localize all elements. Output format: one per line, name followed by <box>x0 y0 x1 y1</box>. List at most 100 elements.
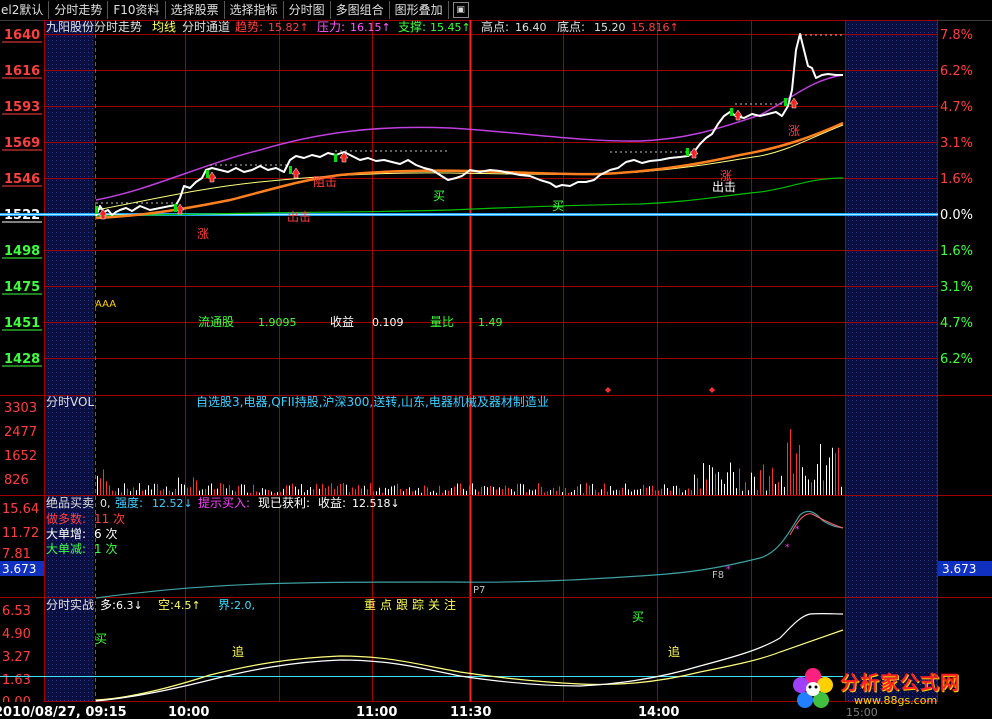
channel-lower-line <box>95 177 844 217</box>
price-tick: 1451 <box>4 316 40 331</box>
time-tick-1400: 14:00 <box>638 705 679 719</box>
fight-header: 分时实战 多: 6.3↓ 空: 4.5↑ 界: 2.0, 重点跟踪关注 买 买 … <box>46 597 680 659</box>
strength-value: 12.52↓ <box>152 497 193 510</box>
bs-eps-value: 12.518↓ <box>352 497 400 510</box>
time-axis-bg <box>0 702 992 719</box>
select-stock-button[interactable]: 选择股票 <box>166 1 225 19</box>
big-sub-value: 1 次 <box>94 542 117 556</box>
low-value: 15.20 <box>594 21 626 34</box>
bs-title: 绝品买卖 <box>46 495 94 510</box>
event-markers <box>605 387 715 393</box>
vol-tick: 2477 <box>4 425 37 440</box>
time-tick-1100: 11:00 <box>356 705 397 719</box>
resist-value: 16.15↑ <box>350 21 391 34</box>
price-tick: 1428 <box>4 352 40 367</box>
exit-signal-2: 出击 <box>712 180 736 194</box>
up-arrow-icon <box>98 208 108 220</box>
price-tick: 1593 <box>4 100 40 115</box>
strength-label: 强度: <box>115 495 143 510</box>
short-label: 空: <box>158 598 174 612</box>
flower-logo-icon <box>793 668 833 708</box>
exit-signal: 出击 <box>287 210 311 224</box>
stock-info: 流通股 1.9095 收益 0.109 量比 1.49 <box>198 315 503 329</box>
long-value: 6.3↓ <box>116 599 143 612</box>
sector-list: 自选股3,电器,QFII持股,沪深300,送转,山东,电器机械及器材制造业 <box>196 394 549 409</box>
mark-f8: F8 <box>712 570 724 581</box>
overlay-button[interactable]: 图形叠加 <box>390 1 449 19</box>
up-arrow-icon <box>207 171 217 183</box>
resist-label: 压力: <box>317 20 345 34</box>
screenshot-icon[interactable]: ▣ <box>452 2 469 18</box>
rise-signal: 涨 <box>197 226 209 241</box>
fight-buy-signal: 买 <box>95 632 107 646</box>
last-value: 15.816↑ <box>631 21 679 34</box>
current-value-right: 3.673 <box>942 562 976 576</box>
bs-axis: 15.64 11.72 7.81 <box>2 502 39 562</box>
big-sub-label: 大单减: <box>46 542 86 556</box>
support-label: 支撑: <box>398 20 426 34</box>
short-value: 4.5↑ <box>174 599 201 612</box>
up-arrow-icon <box>175 203 185 215</box>
percent-tick: 7.8% <box>940 28 973 43</box>
trend-label: 趋势: <box>235 20 263 34</box>
bs-header: 绝品买卖 0, 强度: 12.52↓ 提示买入: 现已获利: 收益: 12.51… <box>46 495 400 556</box>
time-axis: 2010/08/27, 09:15 10:00 11:00 11:30 14:0… <box>0 705 878 719</box>
buy-signal-2: 买 <box>552 199 564 213</box>
vol-tick: 826 <box>4 473 29 488</box>
stock-name: 九阳股份分时走势 <box>46 20 142 34</box>
bound-label: 界: <box>218 598 234 612</box>
block-signal: 阻击 <box>313 175 337 189</box>
signal-labels: 涨 出击 阻击 买 买 出击 涨 涨 AAA <box>95 123 800 310</box>
up-arrow-icon <box>339 151 349 163</box>
rise-signal-3: 涨 <box>788 123 800 138</box>
time-tick-1130: 11:30 <box>450 705 491 719</box>
time-tick-1500: 15:00 <box>846 706 878 719</box>
intraday-trend-button[interactable]: 分时走势 <box>49 1 109 19</box>
fight-tick: 4.90 <box>2 627 31 642</box>
up-arrow-icon <box>689 147 699 159</box>
watermark-logo: 分析家公式网 www.88gs.com <box>790 664 990 716</box>
percent-tick: 3.1% <box>940 280 973 295</box>
eps-label: 收益 <box>330 315 354 329</box>
percent-tick: 3.1% <box>940 136 973 151</box>
multi-chart-button[interactable]: 多图组合 <box>331 1 390 19</box>
main-grid <box>0 20 992 702</box>
long-line <box>95 612 844 702</box>
select-indicator-button[interactable]: 选择指标 <box>225 1 284 19</box>
up-arrow-icon <box>733 109 743 121</box>
support-dashes <box>96 34 843 204</box>
after-close-texture <box>845 20 938 710</box>
focus-text: 重点跟踪关注 <box>364 597 460 612</box>
signal-arrows <box>95 97 799 220</box>
star-icon: * <box>785 543 790 553</box>
template-button[interactable]: el2默认 <box>0 1 50 19</box>
bs-tick: 11.72 <box>2 526 39 541</box>
buy-signal: 买 <box>433 189 445 203</box>
pre-open-texture <box>44 20 94 710</box>
intraday-chart[interactable]: 九阳股份分时走势 均线 分时通道 趋势: 15.82↑ 压力: 16.15↑ 支… <box>0 20 992 719</box>
star-icon: * <box>726 565 731 575</box>
bs-tick: 7.81 <box>2 547 31 562</box>
vol-axis: 3303 2477 1652 826 <box>4 401 37 488</box>
fight-tick: 6.53 <box>2 604 31 619</box>
vol-tick: 1652 <box>4 449 37 464</box>
intraday-chart-button[interactable]: 分时图 <box>284 1 331 19</box>
price-tick: 1616 <box>4 64 40 79</box>
price-line <box>95 33 843 217</box>
bull-count-label: 做多数: <box>46 511 86 526</box>
f10-info-button[interactable]: F10资料 <box>108 1 166 19</box>
fight-axis: 6.534.903.271.630.00 <box>2 604 31 710</box>
star-icon: * <box>795 525 800 535</box>
low-label: 底点: <box>557 20 585 34</box>
watermark-url: www.88gs.com <box>854 694 938 707</box>
eps-value: 0.109 <box>372 316 404 329</box>
float-share-label: 流通股 <box>198 315 234 329</box>
vol-header: 分时VOL 自选股3,电器,QFII持股,沪深300,送转,山东,电器机械及器材… <box>46 394 549 409</box>
fight-tick: 3.27 <box>2 650 31 665</box>
fight-tick: 1.63 <box>2 673 31 688</box>
support-value: 15.45↑ <box>430 21 471 34</box>
current-value-box-left <box>0 561 44 576</box>
trend-value: 15.82↑ <box>268 21 309 34</box>
percent-tick-zero: 0.0% <box>940 208 973 223</box>
hint-buy-label: 提示买入: <box>198 495 250 510</box>
